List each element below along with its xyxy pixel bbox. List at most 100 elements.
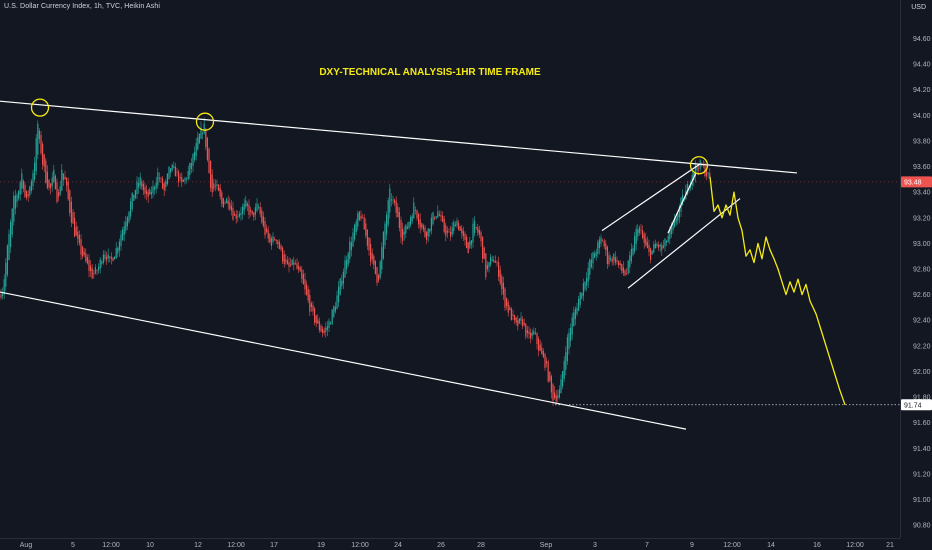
- candle-body: [563, 360, 565, 379]
- candle-body: [67, 181, 69, 200]
- candle-body: [698, 168, 700, 170]
- candle-body: [131, 192, 133, 210]
- time-axis[interactable]: Aug 5 12:00 10 12 12:00 17 19 12:00 24 26 28 Sep 3 7 9 1…: [0, 538, 900, 550]
- marker-circle: [30, 98, 50, 117]
- candle-body: [93, 273, 95, 275]
- candle-body: [397, 207, 399, 218]
- price-tick-label: 92.20: [913, 343, 931, 350]
- candle-body: [46, 171, 48, 189]
- candle-body: [208, 148, 210, 174]
- candle-body: [165, 181, 167, 187]
- candle-body: [214, 185, 216, 187]
- candle-body: [198, 134, 200, 144]
- candle-body: [429, 229, 431, 233]
- candle-body: [462, 231, 464, 237]
- candle-body: [602, 240, 604, 242]
- candle-body: [384, 223, 386, 246]
- candle-body: [10, 222, 12, 247]
- currency-label[interactable]: USD: [911, 4, 926, 11]
- candle-body: [117, 247, 119, 254]
- price-tick-label: 91.40: [913, 446, 931, 453]
- candle-body: [371, 252, 373, 260]
- candle-body: [576, 307, 578, 315]
- candle-body: [546, 360, 548, 364]
- symbol-legend[interactable]: U.S. Dollar Currency Index, 1h, TVC, Hei…: [4, 3, 161, 10]
- candle-body: [358, 211, 360, 221]
- candle-body: [27, 194, 29, 196]
- candle-body: [334, 306, 336, 312]
- candle-body: [622, 267, 624, 274]
- candle-body: [53, 169, 55, 182]
- projection-line: [709, 176, 846, 406]
- candle-body: [598, 239, 600, 249]
- candle-body: [141, 181, 143, 187]
- candle-body: [434, 218, 436, 220]
- price-tick-label: 92.80: [913, 267, 931, 274]
- candle-body: [339, 278, 341, 295]
- candle-body: [155, 182, 157, 189]
- candle-body: [206, 137, 208, 160]
- candle-body: [16, 195, 18, 203]
- candle-body: [107, 254, 109, 259]
- candle-body: [197, 137, 199, 150]
- candle-body: [82, 246, 84, 257]
- candle-body: [696, 166, 698, 171]
- candle-body: [275, 239, 277, 242]
- candle-body: [363, 217, 365, 230]
- last-price-badge: [901, 176, 932, 188]
- candle-body: [6, 245, 8, 275]
- candle-body: [370, 244, 372, 262]
- candle-body: [152, 186, 154, 194]
- candle-body: [360, 215, 362, 219]
- candle-body: [210, 160, 212, 188]
- candle-body: [523, 322, 525, 325]
- candle-body: [187, 170, 189, 179]
- candle-body: [400, 220, 402, 238]
- candle-body: [162, 178, 164, 189]
- candle-body: [173, 165, 175, 168]
- candle-body: [395, 201, 397, 213]
- marker-circle: [195, 112, 215, 131]
- candle-body: [122, 229, 124, 241]
- candle-body: [285, 259, 287, 262]
- candle-body: [381, 247, 383, 270]
- candle-body: [584, 281, 586, 290]
- candle-body: [37, 123, 39, 155]
- candle-body: [555, 395, 557, 402]
- candle-body: [150, 192, 152, 195]
- candle-body: [432, 212, 434, 225]
- candle-body: [344, 260, 346, 278]
- candle-body: [302, 274, 304, 285]
- time-tick-label: 14: [767, 542, 775, 549]
- candle-body: [526, 330, 528, 334]
- candle-body: [382, 231, 384, 259]
- candle-body: [701, 164, 703, 166]
- candle-body: [570, 328, 572, 341]
- candle-body: [547, 362, 549, 382]
- candle-body: [146, 190, 148, 194]
- candle-body: [403, 231, 405, 235]
- candle-body: [69, 190, 71, 213]
- candle-body: [45, 160, 47, 183]
- candle-body: [549, 371, 551, 381]
- candle-body: [86, 257, 88, 264]
- candle-body: [354, 224, 356, 240]
- price-axis[interactable]: 94.60 94.40 94.20 94.00 93.80 93.60 93.40 93.20…: [900, 0, 932, 538]
- candle-body: [298, 266, 300, 270]
- candle-body: [216, 184, 218, 186]
- candle-body: [280, 245, 282, 250]
- candle-body: [221, 192, 223, 204]
- candle-body: [702, 165, 704, 166]
- candle-body: [709, 173, 711, 178]
- candle-body: [678, 205, 680, 218]
- candle-body: [112, 257, 114, 261]
- candle-body: [515, 317, 517, 323]
- candle-body: [398, 212, 400, 228]
- candle-body: [376, 267, 378, 283]
- candle-body: [478, 229, 480, 235]
- candle-body: [42, 143, 44, 165]
- price-tick-label: 91.00: [913, 497, 931, 504]
- candle-body: [414, 210, 416, 211]
- candle-body: [288, 262, 290, 267]
